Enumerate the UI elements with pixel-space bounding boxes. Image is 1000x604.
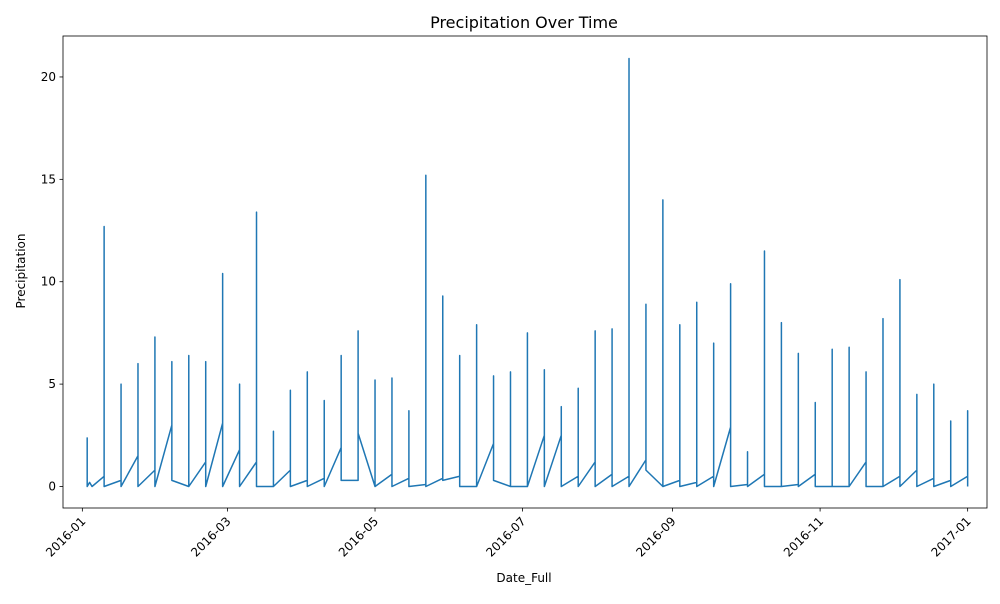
y-axis-label: Precipitation xyxy=(14,233,28,308)
series-line xyxy=(86,57,969,488)
x-tick-label: 2016-07 xyxy=(483,514,528,559)
x-tick-label: 2016-09 xyxy=(633,514,678,559)
x-axis-label: Date_Full xyxy=(496,571,551,585)
y-tick-label: 5 xyxy=(48,377,56,391)
y-tick-label: 20 xyxy=(41,70,56,84)
y-axis: 0 5 10 15 20 xyxy=(41,70,63,493)
plot-frame xyxy=(62,35,988,509)
y-tick-label: 0 xyxy=(48,479,56,493)
y-tick-label: 10 xyxy=(41,275,56,289)
x-tick-label: 2016-03 xyxy=(188,514,233,559)
x-tick-label: 2016-05 xyxy=(336,514,381,559)
x-axis: 2016-01 2016-03 2016-05 2016-07 2016-09 2016-… xyxy=(43,508,974,560)
x-tick-label: 2017-01 xyxy=(928,514,973,559)
plot-area xyxy=(86,57,969,488)
x-tick-label: 2016-01 xyxy=(43,514,88,559)
y-tick-label: 15 xyxy=(41,172,56,186)
chart-title: Precipitation Over Time xyxy=(430,13,618,32)
x-tick-label: 2016-11 xyxy=(781,514,826,559)
